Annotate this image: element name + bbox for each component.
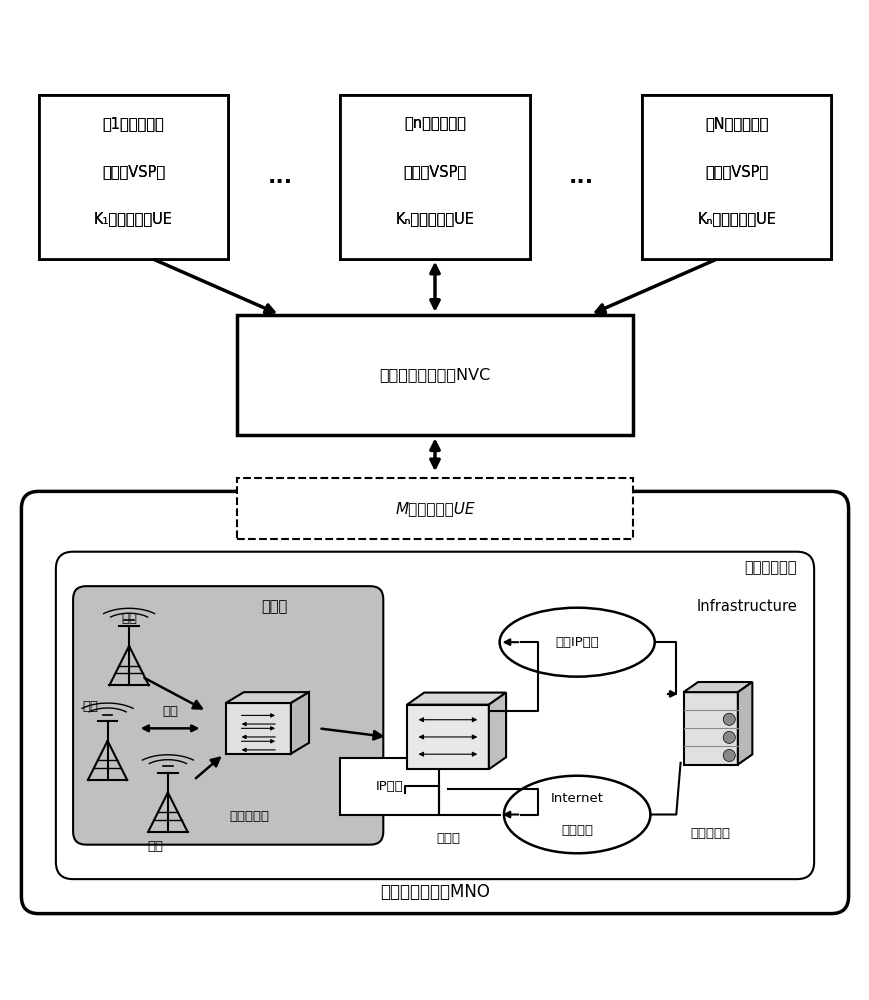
Bar (340, 95, 529, 259)
Bar (340, 95, 529, 259)
Text: 第n个虚拟服务: 第n个虚拟服务 (403, 117, 466, 132)
Ellipse shape (499, 608, 654, 677)
Text: 基站: 基站 (83, 700, 98, 713)
Text: Kₙ个用户终端UE: Kₙ个用户终端UE (395, 211, 474, 226)
Text: 基站: 基站 (121, 612, 137, 625)
Text: 本地IP网络: 本地IP网络 (554, 636, 599, 649)
Bar (641, 95, 831, 259)
Bar (340, 758, 439, 815)
Text: 第N个虚拟服务: 第N个虚拟服务 (704, 117, 767, 132)
Bar (641, 95, 831, 259)
Bar (236, 315, 633, 435)
Text: 提供商VSP，: 提供商VSP， (403, 164, 466, 179)
Text: 提供商VSP，: 提供商VSP， (704, 164, 767, 179)
Text: 提供商VSP，: 提供商VSP， (102, 164, 165, 179)
Circle shape (722, 713, 734, 725)
Text: 接入服务: 接入服务 (561, 824, 593, 837)
FancyBboxPatch shape (73, 586, 383, 845)
Text: 接入网网关: 接入网网关 (229, 810, 269, 823)
Text: ...: ... (267, 167, 292, 187)
Text: 接入网: 接入网 (262, 599, 288, 614)
Text: 网络基础设施: 网络基础设施 (744, 560, 796, 575)
Polygon shape (683, 682, 752, 692)
Text: 蜂窝网络运营商MNO: 蜂窝网络运营商MNO (380, 883, 489, 901)
Polygon shape (226, 692, 308, 703)
Text: K₁个用户终端UE: K₁个用户终端UE (94, 211, 173, 226)
Text: Kₙ个用户终端UE: Kₙ个用户终端UE (395, 211, 474, 226)
Text: Infrastructure: Infrastructure (695, 599, 796, 614)
Bar (38, 95, 228, 259)
Circle shape (722, 749, 734, 762)
Bar (226, 703, 290, 754)
Text: 数据服务器: 数据服务器 (690, 827, 730, 840)
Text: 提供商VSP，: 提供商VSP， (403, 164, 466, 179)
Polygon shape (290, 692, 308, 754)
Text: Internet: Internet (550, 792, 603, 805)
Text: 第N个虚拟服务: 第N个虚拟服务 (704, 117, 767, 132)
Text: Kₙ个用户终端UE: Kₙ个用户终端UE (696, 211, 775, 226)
Bar (38, 95, 228, 259)
Text: IP路由: IP路由 (375, 780, 403, 793)
Text: 提供商VSP，: 提供商VSP， (704, 164, 767, 179)
Text: 基站: 基站 (162, 705, 178, 718)
Text: 网络虚拟化控制器NVC: 网络虚拟化控制器NVC (379, 368, 490, 383)
Bar (683, 692, 737, 765)
Text: 基站: 基站 (147, 840, 163, 853)
Text: 第n个虚拟服务: 第n个虚拟服务 (403, 117, 466, 132)
Text: 第1个虚拟服务: 第1个虚拟服务 (103, 117, 164, 132)
FancyBboxPatch shape (56, 552, 813, 879)
Ellipse shape (503, 776, 650, 853)
Polygon shape (407, 693, 506, 705)
Polygon shape (488, 693, 506, 769)
Circle shape (722, 731, 734, 743)
FancyBboxPatch shape (22, 491, 847, 914)
Bar (407, 705, 488, 769)
Text: 核心网: 核心网 (435, 832, 460, 845)
Text: Kₙ个用户终端UE: Kₙ个用户终端UE (696, 211, 775, 226)
Polygon shape (737, 682, 752, 765)
Text: K₁个用户终端UE: K₁个用户终端UE (94, 211, 173, 226)
Bar (236, 478, 633, 539)
Text: 提供商VSP，: 提供商VSP， (102, 164, 165, 179)
Text: 第1个虚拟服务: 第1个虚拟服务 (103, 117, 164, 132)
Text: M个用户终端UE: M个用户终端UE (395, 501, 474, 516)
Text: ...: ... (568, 167, 594, 187)
